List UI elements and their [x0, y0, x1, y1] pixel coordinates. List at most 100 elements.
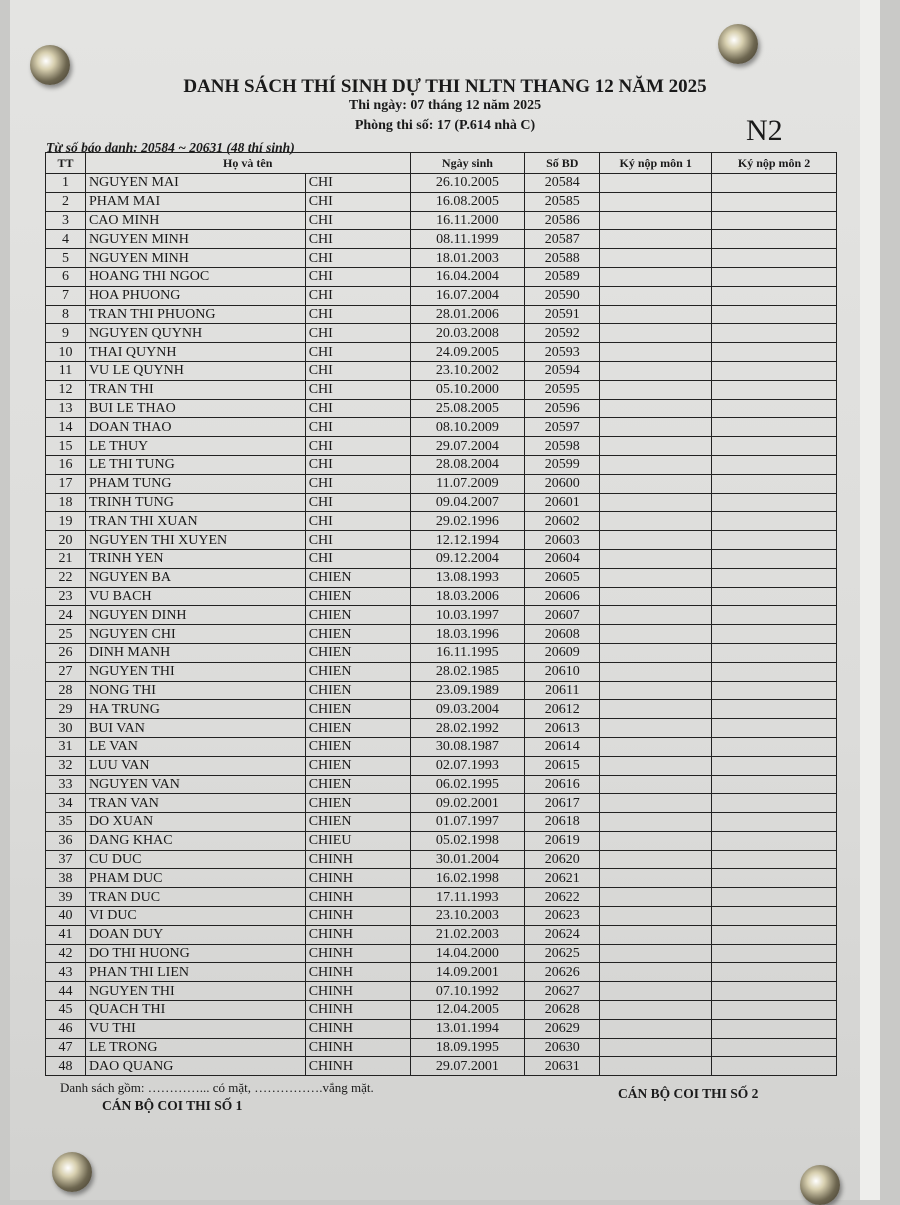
first-name: CHI [304, 342, 411, 362]
first-name: CHINH [304, 887, 411, 908]
first-name: CHIEN [304, 812, 411, 832]
first-name: CHI [304, 436, 411, 456]
table-row: 22 NGUYEN BA CHIEN 13.08.1993 20605 [45, 567, 837, 588]
date-of-birth: 09.02.2001 [409, 793, 526, 814]
first-name: CHI [304, 492, 411, 513]
date-of-birth: 29.07.2004 [409, 436, 526, 456]
sign-cell-2 [711, 793, 837, 814]
last-middle-name: TRAN VAN [84, 793, 306, 814]
table-row: 27 NGUYEN THI CHIEN 28.02.1985 20610 [45, 661, 837, 682]
table-row: 41 DOAN DUY CHINH 21.02.2003 20624 [45, 924, 837, 945]
sign-cell-2 [711, 887, 837, 908]
row-number: 29 [45, 699, 86, 720]
row-number: 16 [45, 454, 86, 475]
table-row: 38 PHAM DUC CHINH 16.02.1998 20621 [45, 868, 837, 889]
sign-cell-2 [711, 229, 837, 250]
table-row: 10 THAI QUYNH CHI 24.09.2005 20593 [45, 342, 837, 362]
table-row: 29 HA TRUNG CHIEN 09.03.2004 20612 [45, 699, 837, 720]
row-number: 12 [45, 379, 86, 400]
table-row: 5 NGUYEN MINH CHI 18.01.2003 20588 [45, 248, 837, 268]
row-number: 23 [45, 586, 86, 607]
candidate-number: 20594 [524, 360, 601, 381]
candidate-number: 20604 [524, 548, 601, 569]
table-row: 14 DOAN THAO CHI 08.10.2009 20597 [45, 417, 837, 438]
table-row: 37 CU DUC CHINH 30.01.2004 20620 [45, 849, 837, 870]
sign-cell-2 [711, 1037, 837, 1058]
table-row: 39 TRAN DUC CHINH 17.11.1993 20622 [45, 887, 837, 908]
sign-cell-1 [599, 398, 713, 419]
date-of-birth: 05.10.2000 [409, 379, 526, 400]
last-middle-name: CU DUC [84, 849, 306, 870]
row-number: 35 [45, 812, 86, 832]
sign-cell-1 [599, 548, 713, 569]
date-of-birth: 28.02.1985 [409, 661, 526, 682]
candidate-number: 20605 [524, 567, 601, 588]
sign-cell-1 [599, 774, 713, 795]
sign-cell-1 [599, 304, 713, 325]
sign-cell-1 [599, 605, 713, 626]
row-number: 15 [45, 436, 86, 456]
candidate-number: 20588 [524, 248, 601, 268]
table-row: 43 PHAN THI LIEN CHINH 14.09.2001 20626 [45, 962, 837, 983]
table-row: 31 LE VAN CHIEN 30.08.1987 20614 [45, 736, 837, 757]
table-row: 42 DO THI HUONG CHINH 14.04.2000 20625 [45, 943, 837, 964]
date-of-birth: 08.10.2009 [409, 417, 526, 438]
row-number: 6 [45, 266, 86, 287]
first-name: CHINH [304, 1037, 411, 1058]
first-name: CHI [304, 210, 411, 231]
date-of-birth: 14.09.2001 [409, 962, 526, 983]
sign-cell-2 [711, 567, 837, 588]
candidate-number: 20598 [524, 436, 601, 456]
last-middle-name: NGUYEN MAI [84, 173, 306, 193]
header-sign2: Ký nộp môn 2 [711, 152, 837, 174]
date-of-birth: 16.08.2005 [409, 191, 526, 212]
first-name: CHI [304, 473, 411, 494]
sign-cell-1 [599, 210, 713, 231]
sign-cell-1 [599, 642, 713, 663]
first-name: CHI [304, 511, 411, 532]
date-of-birth: 14.04.2000 [409, 943, 526, 964]
table-row: 9 NGUYEN QUYNH CHI 20.03.2008 20592 [45, 323, 837, 344]
date-of-birth: 23.10.2002 [409, 360, 526, 381]
sign-cell-1 [599, 173, 713, 193]
table-row: 12 TRAN THI CHI 05.10.2000 20595 [45, 379, 837, 400]
sign-cell-1 [599, 473, 713, 494]
row-number: 3 [45, 210, 86, 231]
date-of-birth: 29.02.1996 [409, 511, 526, 532]
last-middle-name: DOAN THAO [84, 417, 306, 438]
sign-cell-2 [711, 812, 837, 832]
candidate-number: 20630 [524, 1037, 601, 1058]
row-number: 32 [45, 755, 86, 776]
date-of-birth: 02.07.1993 [409, 755, 526, 776]
candidate-number: 20607 [524, 605, 601, 626]
sign-cell-1 [599, 248, 713, 268]
sign-cell-2 [711, 398, 837, 419]
candidate-number: 20629 [524, 1018, 601, 1039]
date-of-birth: 16.04.2004 [409, 266, 526, 287]
sign-cell-2 [711, 360, 837, 381]
row-number: 26 [45, 642, 86, 663]
date-of-birth: 16.02.1998 [409, 868, 526, 889]
table-row: 35 DO XUAN CHIEN 01.07.1997 20618 [45, 812, 837, 832]
first-name: CHINH [304, 1018, 411, 1039]
row-number: 7 [45, 285, 86, 306]
table-row: 3 CAO MINH CHI 16.11.2000 20586 [45, 210, 837, 231]
sign-cell-2 [711, 417, 837, 438]
last-middle-name: NONG THI [84, 680, 306, 701]
last-middle-name: DANG KHAC [84, 830, 306, 851]
pin-icon [30, 45, 70, 85]
candidate-number: 20595 [524, 379, 601, 400]
first-name: CHI [304, 530, 411, 550]
first-name: CHIEN [304, 793, 411, 814]
first-name: CHINH [304, 962, 411, 983]
date-of-birth: 16.07.2004 [409, 285, 526, 306]
candidate-number: 20606 [524, 586, 601, 607]
date-of-birth: 28.08.2004 [409, 454, 526, 475]
first-name: CHI [304, 398, 411, 419]
candidate-number: 20592 [524, 323, 601, 344]
row-number: 34 [45, 793, 86, 814]
sign-cell-2 [711, 173, 837, 193]
header-dob: Ngày sinh [409, 152, 526, 174]
last-middle-name: QUACH THI [84, 1000, 306, 1020]
sign-cell-1 [599, 718, 713, 738]
